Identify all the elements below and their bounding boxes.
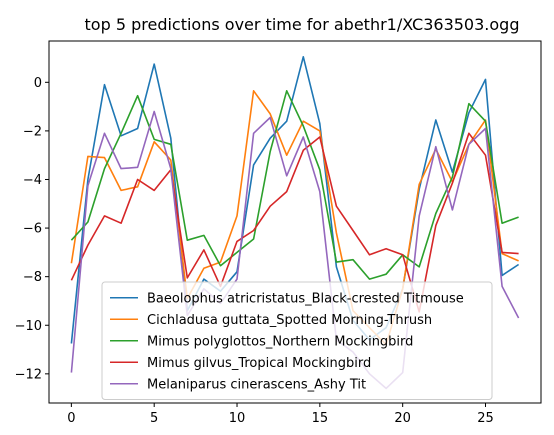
- y-tick-label: −12: [15, 367, 42, 382]
- axes-frame: [48, 40, 542, 404]
- x-tick-label: 5: [150, 411, 158, 426]
- series-lines: [70, 55, 520, 390]
- legend-label: Baeolophus atricristatus_Black-crested T…: [147, 291, 464, 306]
- x-tick-label: 25: [477, 411, 494, 426]
- legend-label: Cichladusa guttata_Spotted Morning-Thrus…: [147, 313, 432, 328]
- x-tick-label: 10: [229, 411, 246, 426]
- y-tick-label: −8: [23, 270, 42, 285]
- y-tick-label: 0: [34, 76, 42, 91]
- chart-title: top 5 predictions over time for abethr1/…: [85, 15, 520, 34]
- x-tick-label: 0: [67, 411, 75, 426]
- series-line-3: [70, 90, 519, 280]
- series-line-5: [70, 110, 520, 390]
- series-line-1: [70, 55, 520, 344]
- series-line-2: [70, 90, 519, 346]
- legend-label: Mimus polyglottos_Northern Mockingbird: [147, 334, 413, 349]
- y-tick-label: −2: [23, 124, 42, 139]
- legend-box: [101, 281, 493, 400]
- y-tick-label: −4: [23, 173, 42, 188]
- y-tick-label: −6: [23, 222, 42, 237]
- y-tick-label: −10: [15, 319, 42, 334]
- x-tick-label: 20: [394, 411, 411, 426]
- x-axis: 0 5 10 15 20 25: [67, 403, 494, 426]
- x-tick-label: 15: [312, 411, 329, 426]
- legend: Baeolophus atricristatus_Black-crested T…: [101, 281, 493, 400]
- legend-label: Mimus gilvus_Tropical Mockingbird: [147, 356, 371, 371]
- series-line-4: [70, 132, 519, 313]
- legend-label: Melaniparus cinerascens_Ashy Tit: [147, 377, 366, 392]
- y-axis: −12 −10 −8 −6 −4 −2 0: [15, 76, 49, 382]
